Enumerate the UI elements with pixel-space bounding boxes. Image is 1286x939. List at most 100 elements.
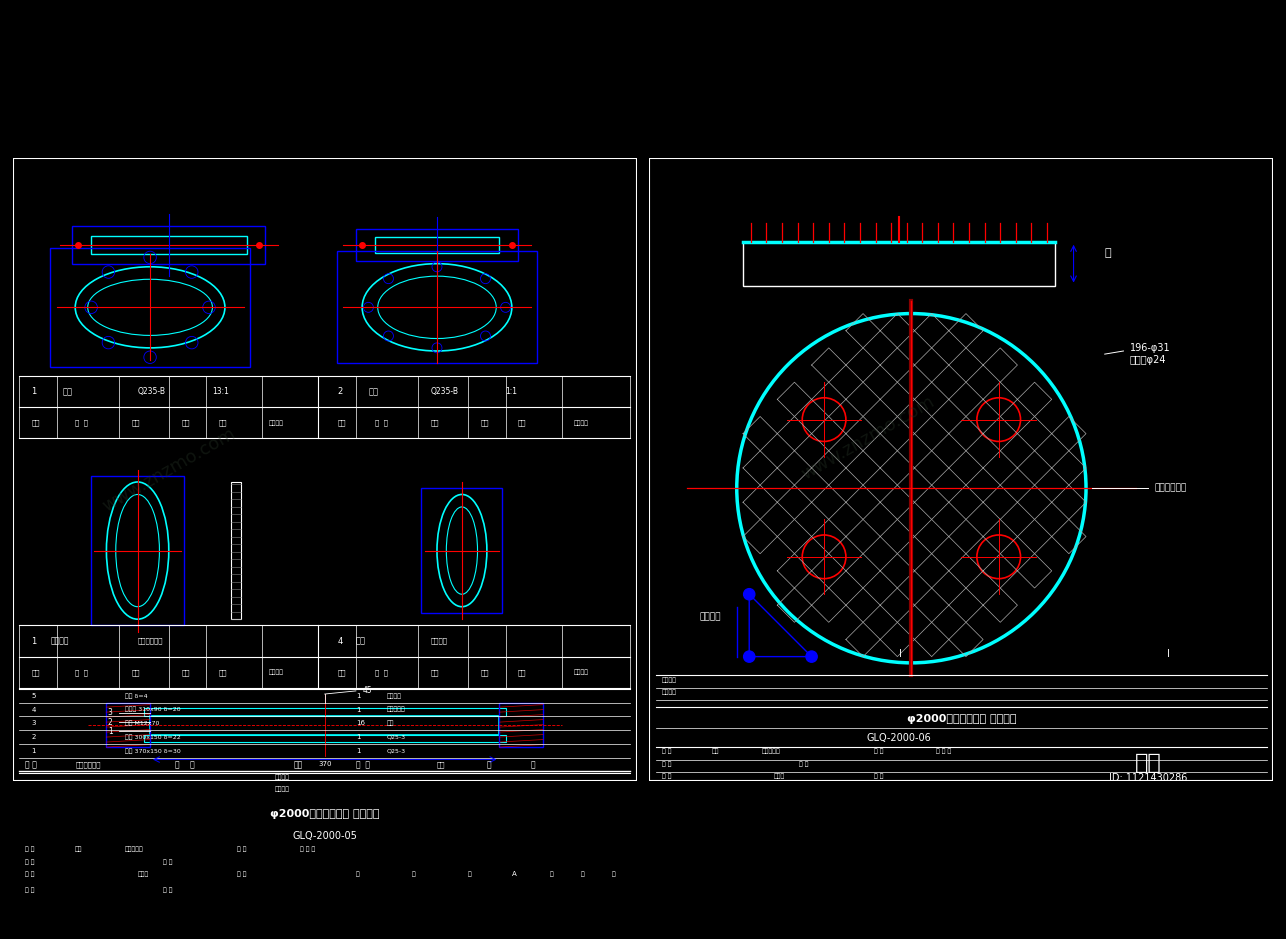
Text: 标准化: 标准化	[138, 871, 149, 877]
Circle shape	[806, 651, 817, 662]
Text: Q235-B: Q235-B	[431, 387, 459, 396]
Bar	[144, 734, 505, 742]
Text: 文件文件号: 文件文件号	[761, 748, 781, 754]
Bar	[150, 716, 499, 734]
Text: 比例: 比例	[518, 420, 526, 426]
Text: 年 月 日: 年 月 日	[300, 847, 315, 853]
Text: 材质: 材质	[431, 420, 440, 426]
Text: 1: 1	[32, 747, 36, 754]
Text: 审 核: 审 核	[26, 871, 35, 877]
Text: 备: 备	[487, 760, 491, 769]
Text: 共: 共	[549, 871, 553, 877]
Text: 名  称: 名 称	[374, 420, 387, 426]
Text: 孔: 孔	[1105, 248, 1111, 258]
Text: 件号: 件号	[32, 669, 40, 675]
Text: 设计阶段: 设计阶段	[275, 786, 289, 792]
Bar	[107, 703, 150, 747]
Circle shape	[743, 651, 755, 662]
Text: 月: 月	[412, 871, 415, 877]
Text: www.znzmo.com: www.znzmo.com	[99, 424, 239, 515]
Text: 1: 1	[356, 707, 360, 713]
Bar	[356, 229, 518, 260]
Bar	[337, 252, 536, 363]
Bar	[743, 242, 1055, 285]
Text: 压板: 压板	[368, 387, 378, 396]
Bar	[374, 238, 499, 253]
Text: Q235-B: Q235-B	[138, 387, 166, 396]
Bar	[50, 248, 249, 366]
Text: 1: 1	[356, 747, 360, 754]
Bar	[231, 482, 240, 619]
Bar	[72, 226, 265, 264]
Text: 名    称: 名 称	[175, 760, 194, 769]
Text: ID: 1121430286: ID: 1121430286	[1110, 774, 1187, 783]
Text: 2: 2	[337, 387, 342, 396]
Text: 会 签: 会 签	[162, 859, 172, 865]
Text: 5: 5	[32, 693, 36, 699]
Text: GLQ-2000-05: GLQ-2000-05	[292, 831, 358, 840]
Text: 所在图号: 所在图号	[269, 420, 284, 425]
Text: 数量: 数量	[293, 760, 302, 769]
Text: 衬胶后φ24: 衬胶后φ24	[1129, 356, 1166, 365]
Text: 第: 第	[612, 871, 616, 877]
Text: 标 记: 标 记	[662, 748, 671, 754]
Text: 日: 日	[468, 871, 472, 877]
Text: 审 核: 审 核	[662, 774, 671, 779]
Text: 设计阶段: 设计阶段	[662, 689, 676, 695]
Text: 2: 2	[108, 717, 113, 727]
Text: 垫片: 垫片	[356, 637, 367, 645]
Text: 比例: 比例	[219, 420, 228, 426]
Text: 件号: 件号	[337, 420, 346, 426]
Text: 重量: 重量	[181, 669, 190, 675]
Text: 3: 3	[32, 720, 36, 727]
Text: 所在图号: 所在图号	[575, 670, 589, 675]
Bar	[91, 236, 247, 254]
Text: 件 号: 件 号	[26, 760, 37, 769]
Text: 标准化: 标准化	[774, 774, 786, 779]
Text: 名  称: 名 称	[374, 669, 387, 675]
Text: 材质: 材质	[131, 669, 140, 675]
Text: 材质: 材质	[131, 420, 140, 426]
Text: 会 签: 会 签	[799, 762, 809, 767]
Text: 张: 张	[580, 871, 584, 877]
Text: 底板: 底板	[63, 387, 73, 396]
Text: Q25-3: Q25-3	[387, 748, 406, 753]
Text: 设 计: 设 计	[662, 762, 671, 767]
Text: 注: 注	[531, 760, 535, 769]
Text: 支撑安放位置: 支撑安放位置	[1155, 484, 1187, 493]
Text: 设 计: 设 计	[26, 859, 35, 865]
Text: 5: 5	[363, 686, 372, 696]
Text: 1: 1	[32, 387, 37, 396]
Text: 所在图号: 所在图号	[575, 420, 589, 425]
Text: 文件文件号: 文件文件号	[125, 847, 144, 853]
Text: 氟丁橡胶: 氟丁橡胶	[431, 638, 448, 644]
Text: 视镜玻璃: 视镜玻璃	[50, 637, 68, 645]
Text: Q25-3: Q25-3	[387, 734, 406, 740]
Text: 所在图号: 所在图号	[269, 670, 284, 675]
Text: 件号: 件号	[337, 669, 346, 675]
Text: 比例: 比例	[219, 669, 228, 675]
Text: 批 准: 批 准	[874, 774, 883, 779]
Text: 标 记: 标 记	[26, 847, 35, 853]
Text: 视镜垫 310x90 δ=20: 视镜垫 310x90 δ=20	[125, 707, 181, 713]
Text: 签 名: 签 名	[874, 748, 883, 754]
Text: 页量: 页量	[712, 748, 719, 754]
Bar	[422, 488, 503, 613]
Text: 16: 16	[356, 720, 365, 727]
Text: I: I	[1168, 649, 1170, 658]
Text: I: I	[899, 649, 901, 658]
Text: 垫片 δ=4: 垫片 δ=4	[125, 693, 148, 699]
Text: 重量: 重量	[481, 420, 489, 426]
Text: www.znzmo.com: www.znzmo.com	[797, 393, 937, 484]
Bar	[91, 476, 184, 625]
Text: 4: 4	[32, 707, 36, 713]
Circle shape	[743, 589, 755, 600]
Bar	[144, 708, 505, 716]
Text: 工程名称: 工程名称	[662, 677, 676, 683]
Text: 件号: 件号	[32, 420, 40, 426]
Text: A: A	[512, 871, 517, 877]
Text: 审 核: 审 核	[26, 887, 35, 893]
Text: 3: 3	[108, 708, 113, 717]
Text: 4: 4	[363, 686, 367, 696]
Text: 名  称: 名 称	[75, 420, 89, 426]
